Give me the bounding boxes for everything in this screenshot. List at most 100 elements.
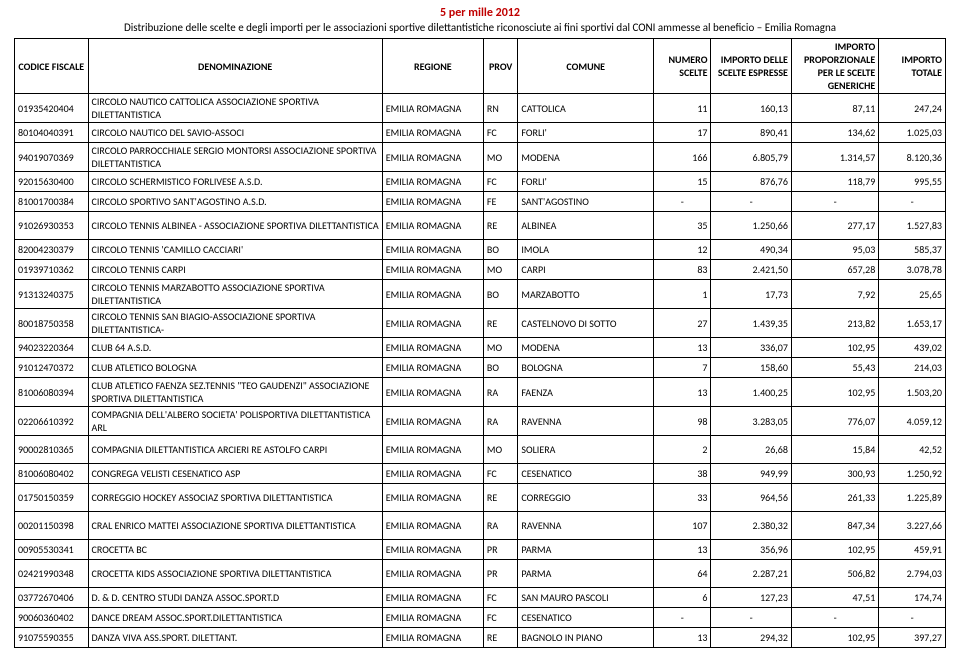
table-cell: RAVENNA xyxy=(518,407,654,436)
table-cell: 00201150398 xyxy=(15,512,89,540)
table-cell: 995,55 xyxy=(879,172,946,192)
table-cell: - xyxy=(711,192,791,212)
table-cell: 13 xyxy=(654,540,711,560)
table-cell: 2.421,50 xyxy=(711,260,791,280)
table-cell: 11 xyxy=(654,94,711,123)
table-cell: 80104040391 xyxy=(15,123,89,143)
table-cell: 90060360402 xyxy=(15,608,89,628)
table-cell: CLUB ATLETICO FAENZA SEZ.TENNIS "TEO GAU… xyxy=(88,378,382,407)
table-row: 82004230379CIRCOLO TENNIS 'CAMILLO CACCI… xyxy=(15,240,946,260)
table-cell: EMILIA ROMAGNA xyxy=(382,240,483,260)
table-cell: ALBINEA xyxy=(518,212,654,240)
table-cell: 102,95 xyxy=(791,378,878,407)
table-cell: FC xyxy=(483,588,517,608)
col-header-numero-scelte: NUMERO SCELTE xyxy=(654,39,711,94)
table-cell: RN xyxy=(483,94,517,123)
table-cell: CIRCOLO TENNIS MARZABOTTO ASSOCIAZIONE S… xyxy=(88,280,382,309)
table-cell: BO xyxy=(483,280,517,309)
table-cell: 01939710362 xyxy=(15,260,89,280)
table-cell: EMILIA ROMAGNA xyxy=(382,436,483,464)
table-cell: MO xyxy=(483,338,517,358)
table-cell: 91313240375 xyxy=(15,280,89,309)
table-cell: 27 xyxy=(654,309,711,338)
table-cell: 38 xyxy=(654,464,711,484)
table-cell: CIRCOLO SCHERMISTICO FORLIVESE A.S.D. xyxy=(88,172,382,192)
table-cell: CROCETTA BC xyxy=(88,540,382,560)
table-cell: EMILIA ROMAGNA xyxy=(382,407,483,436)
table-cell: 1.025,03 xyxy=(879,123,946,143)
table-cell: 4.059,12 xyxy=(879,407,946,436)
table-cell: EMILIA ROMAGNA xyxy=(382,512,483,540)
table-cell: 134,62 xyxy=(791,123,878,143)
table-cell: CESENATICO xyxy=(518,464,654,484)
table-cell: MODENA xyxy=(518,338,654,358)
table-cell: EMILIA ROMAGNA xyxy=(382,94,483,123)
table-cell: 166 xyxy=(654,143,711,172)
table-cell: CORREGGIO xyxy=(518,484,654,512)
table-cell: PR xyxy=(483,560,517,588)
table-cell: 3.227,66 xyxy=(879,512,946,540)
table-cell: BO xyxy=(483,240,517,260)
table-cell: MO xyxy=(483,260,517,280)
table-cell: FC xyxy=(483,464,517,484)
col-header-regione: REGIONE xyxy=(382,39,483,94)
page-title: 5 per mille 2012 xyxy=(14,6,946,20)
table-row: 80018750358CIRCOLO TENNIS SAN BIAGIO-ASS… xyxy=(15,309,946,338)
table-cell: 94023220364 xyxy=(15,338,89,358)
table-cell: 107 xyxy=(654,512,711,540)
table-cell: D. & D. CENTRO STUDI DANZA ASSOC.SPORT.D xyxy=(88,588,382,608)
table-row: 01750150359CORREGGIO HOCKEY ASSOCIAZ SPO… xyxy=(15,484,946,512)
table-cell: CIRCOLO TENNIS CARPI xyxy=(88,260,382,280)
table-cell: 01935420404 xyxy=(15,94,89,123)
table-cell: EMILIA ROMAGNA xyxy=(382,464,483,484)
table-row: 94019070369CIRCOLO PARROCCHIALE SERGIO M… xyxy=(15,143,946,172)
table-row: 81001700384CIRCOLO SPORTIVO SANT'AGOSTIN… xyxy=(15,192,946,212)
table-cell: CIRCOLO PARROCCHIALE SERGIO MONTORSI ASS… xyxy=(88,143,382,172)
table-cell: 949,99 xyxy=(711,464,791,484)
table-cell: 15,84 xyxy=(791,436,878,464)
table-cell: 17 xyxy=(654,123,711,143)
table-cell: PARMA xyxy=(518,540,654,560)
table-cell: CIRCOLO TENNIS SAN BIAGIO-ASSOCIAZIONE S… xyxy=(88,309,382,338)
table-cell: EMILIA ROMAGNA xyxy=(382,338,483,358)
table-cell: CARPI xyxy=(518,260,654,280)
table-cell: 91075590355 xyxy=(15,628,89,648)
table-row: 92015630400CIRCOLO SCHERMISTICO FORLIVES… xyxy=(15,172,946,192)
table-row: 00201150398CRAL ENRICO MATTEI ASSOCIAZIO… xyxy=(15,512,946,540)
table-cell: EMILIA ROMAGNA xyxy=(382,378,483,407)
table-cell: EMILIA ROMAGNA xyxy=(382,484,483,512)
table-cell: 2.287,21 xyxy=(711,560,791,588)
col-header-prov: PROV xyxy=(483,39,517,94)
col-header-importo-totale: IMPORTO TOTALE xyxy=(879,39,946,94)
table-cell: FC xyxy=(483,608,517,628)
table-cell: 87,11 xyxy=(791,94,878,123)
table-cell: RE xyxy=(483,484,517,512)
table-cell: MARZABOTTO xyxy=(518,280,654,309)
table-cell: FAENZA xyxy=(518,378,654,407)
table-cell: CIRCOLO TENNIS 'CAMILLO CACCIARI' xyxy=(88,240,382,260)
table-cell: 890,41 xyxy=(711,123,791,143)
table-cell: 1.503,20 xyxy=(879,378,946,407)
table-cell: 3.078,78 xyxy=(879,260,946,280)
table-cell: EMILIA ROMAGNA xyxy=(382,560,483,588)
table-cell: 25,65 xyxy=(879,280,946,309)
table-cell: 83 xyxy=(654,260,711,280)
table-cell: SAN MAURO PASCOLI xyxy=(518,588,654,608)
table-cell: EMILIA ROMAGNA xyxy=(382,192,483,212)
table-cell: 876,76 xyxy=(711,172,791,192)
table-header-row: CODICE FISCALE DENOMINAZIONE REGIONE PRO… xyxy=(15,39,946,94)
table-cell: 47,51 xyxy=(791,588,878,608)
table-cell: 1 xyxy=(654,280,711,309)
table-cell: 1.314,57 xyxy=(791,143,878,172)
table-cell: 2 xyxy=(654,436,711,464)
table-cell: 13 xyxy=(654,628,711,648)
table-cell: 847,34 xyxy=(791,512,878,540)
table-cell: COMPAGNIA DELL'ALBERO SOCIETA' POLISPORT… xyxy=(88,407,382,436)
table-cell: EMILIA ROMAGNA xyxy=(382,172,483,192)
table-cell: EMILIA ROMAGNA xyxy=(382,358,483,378)
table-cell: 82004230379 xyxy=(15,240,89,260)
table-cell: - xyxy=(654,608,711,628)
table-cell: 261,33 xyxy=(791,484,878,512)
table-cell: DANCE DREAM ASSOC.SPORT.DILETTANTISTICA xyxy=(88,608,382,628)
table-row: 94023220364CLUB 64 A.S.D.EMILIA ROMAGNAM… xyxy=(15,338,946,358)
